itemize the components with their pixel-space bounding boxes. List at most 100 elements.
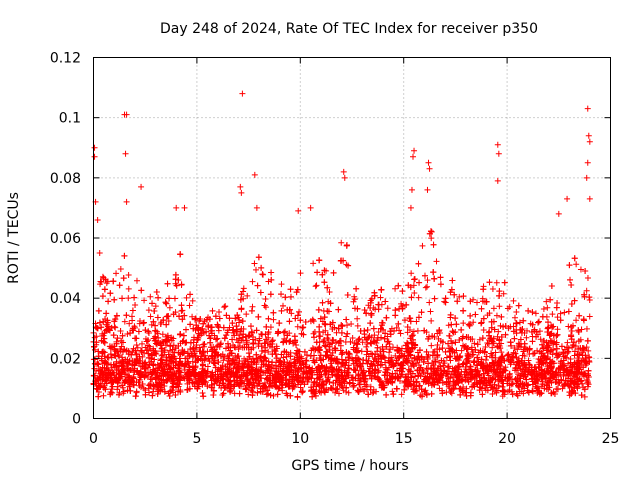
data-point — [189, 297, 196, 304]
data-points — [90, 90, 593, 401]
data-point — [236, 390, 243, 397]
data-point — [256, 337, 263, 344]
data-point — [262, 369, 269, 376]
data-point — [229, 320, 236, 327]
data-point — [224, 340, 231, 347]
data-point — [586, 296, 593, 303]
data-point — [513, 308, 520, 315]
data-point — [444, 364, 451, 371]
data-point — [148, 321, 155, 328]
data-point — [153, 288, 160, 295]
data-point — [314, 269, 321, 276]
data-point — [498, 313, 505, 320]
data-point — [255, 254, 262, 261]
data-point — [187, 291, 194, 298]
data-point — [312, 283, 319, 290]
data-point — [460, 320, 467, 327]
data-point — [280, 302, 287, 309]
data-point — [449, 328, 456, 335]
data-point — [367, 320, 374, 327]
data-point — [489, 344, 496, 351]
data-point — [370, 325, 377, 332]
data-point — [540, 305, 547, 312]
data-point — [120, 390, 127, 397]
data-point — [141, 297, 148, 304]
data-point — [374, 344, 381, 351]
data-point — [280, 354, 287, 361]
data-point — [136, 382, 143, 389]
data-point — [135, 328, 142, 335]
data-point — [214, 321, 221, 328]
data-point — [371, 354, 378, 361]
data-point — [567, 276, 574, 283]
data-point — [145, 342, 152, 349]
data-point — [113, 270, 120, 277]
data-point — [107, 290, 114, 297]
data-point — [278, 281, 285, 288]
data-point — [490, 305, 497, 312]
data-point — [480, 286, 487, 293]
data-point — [224, 352, 231, 359]
data-point — [131, 294, 138, 301]
data-point — [238, 305, 245, 312]
data-point — [206, 358, 213, 365]
data-point — [525, 307, 532, 314]
data-point — [392, 312, 399, 319]
data-point — [368, 310, 375, 317]
data-point — [279, 387, 286, 394]
data-point — [199, 390, 206, 397]
data-point — [500, 387, 507, 394]
data-point — [539, 313, 546, 320]
data-point — [108, 386, 115, 393]
data-point — [133, 277, 140, 284]
data-point — [354, 315, 361, 322]
data-point — [392, 285, 399, 292]
data-point — [302, 318, 309, 325]
data-point — [187, 321, 194, 328]
data-point — [511, 345, 518, 352]
data-point — [407, 315, 414, 322]
data-point — [415, 260, 422, 267]
data-point — [385, 338, 392, 345]
data-point — [432, 358, 439, 365]
data-point — [465, 352, 472, 359]
data-point — [448, 321, 455, 328]
data-point — [571, 297, 578, 304]
data-point — [493, 279, 500, 286]
data-point — [163, 300, 170, 307]
data-point — [398, 345, 405, 352]
data-point — [345, 389, 352, 396]
data-point — [125, 295, 132, 302]
data-point — [326, 288, 333, 295]
data-point — [470, 319, 477, 326]
data-point — [110, 332, 117, 339]
data-point — [132, 302, 139, 309]
data-point — [428, 382, 435, 389]
data-point — [95, 389, 102, 396]
data-point — [511, 314, 518, 321]
data-point — [274, 391, 281, 398]
chart-title: Day 248 of 2024, Rate Of TEC Index for r… — [160, 21, 538, 37]
data-point — [585, 373, 592, 380]
data-point — [121, 318, 128, 325]
data-point — [152, 322, 159, 329]
data-point — [146, 343, 153, 350]
data-point — [452, 315, 459, 322]
data-point — [446, 332, 453, 339]
data-point — [583, 287, 590, 294]
data-point — [514, 346, 521, 353]
data-point — [568, 282, 575, 289]
data-point — [509, 380, 516, 387]
data-point — [244, 292, 251, 299]
data-point — [326, 341, 333, 348]
data-point — [465, 321, 472, 328]
data-point — [254, 282, 261, 289]
data-point — [462, 363, 469, 370]
data-point — [397, 372, 404, 379]
data-point — [321, 279, 328, 286]
data-point — [317, 333, 324, 340]
data-point — [125, 272, 132, 279]
data-point — [155, 294, 162, 301]
data-point — [288, 310, 295, 317]
data-point — [299, 370, 306, 377]
